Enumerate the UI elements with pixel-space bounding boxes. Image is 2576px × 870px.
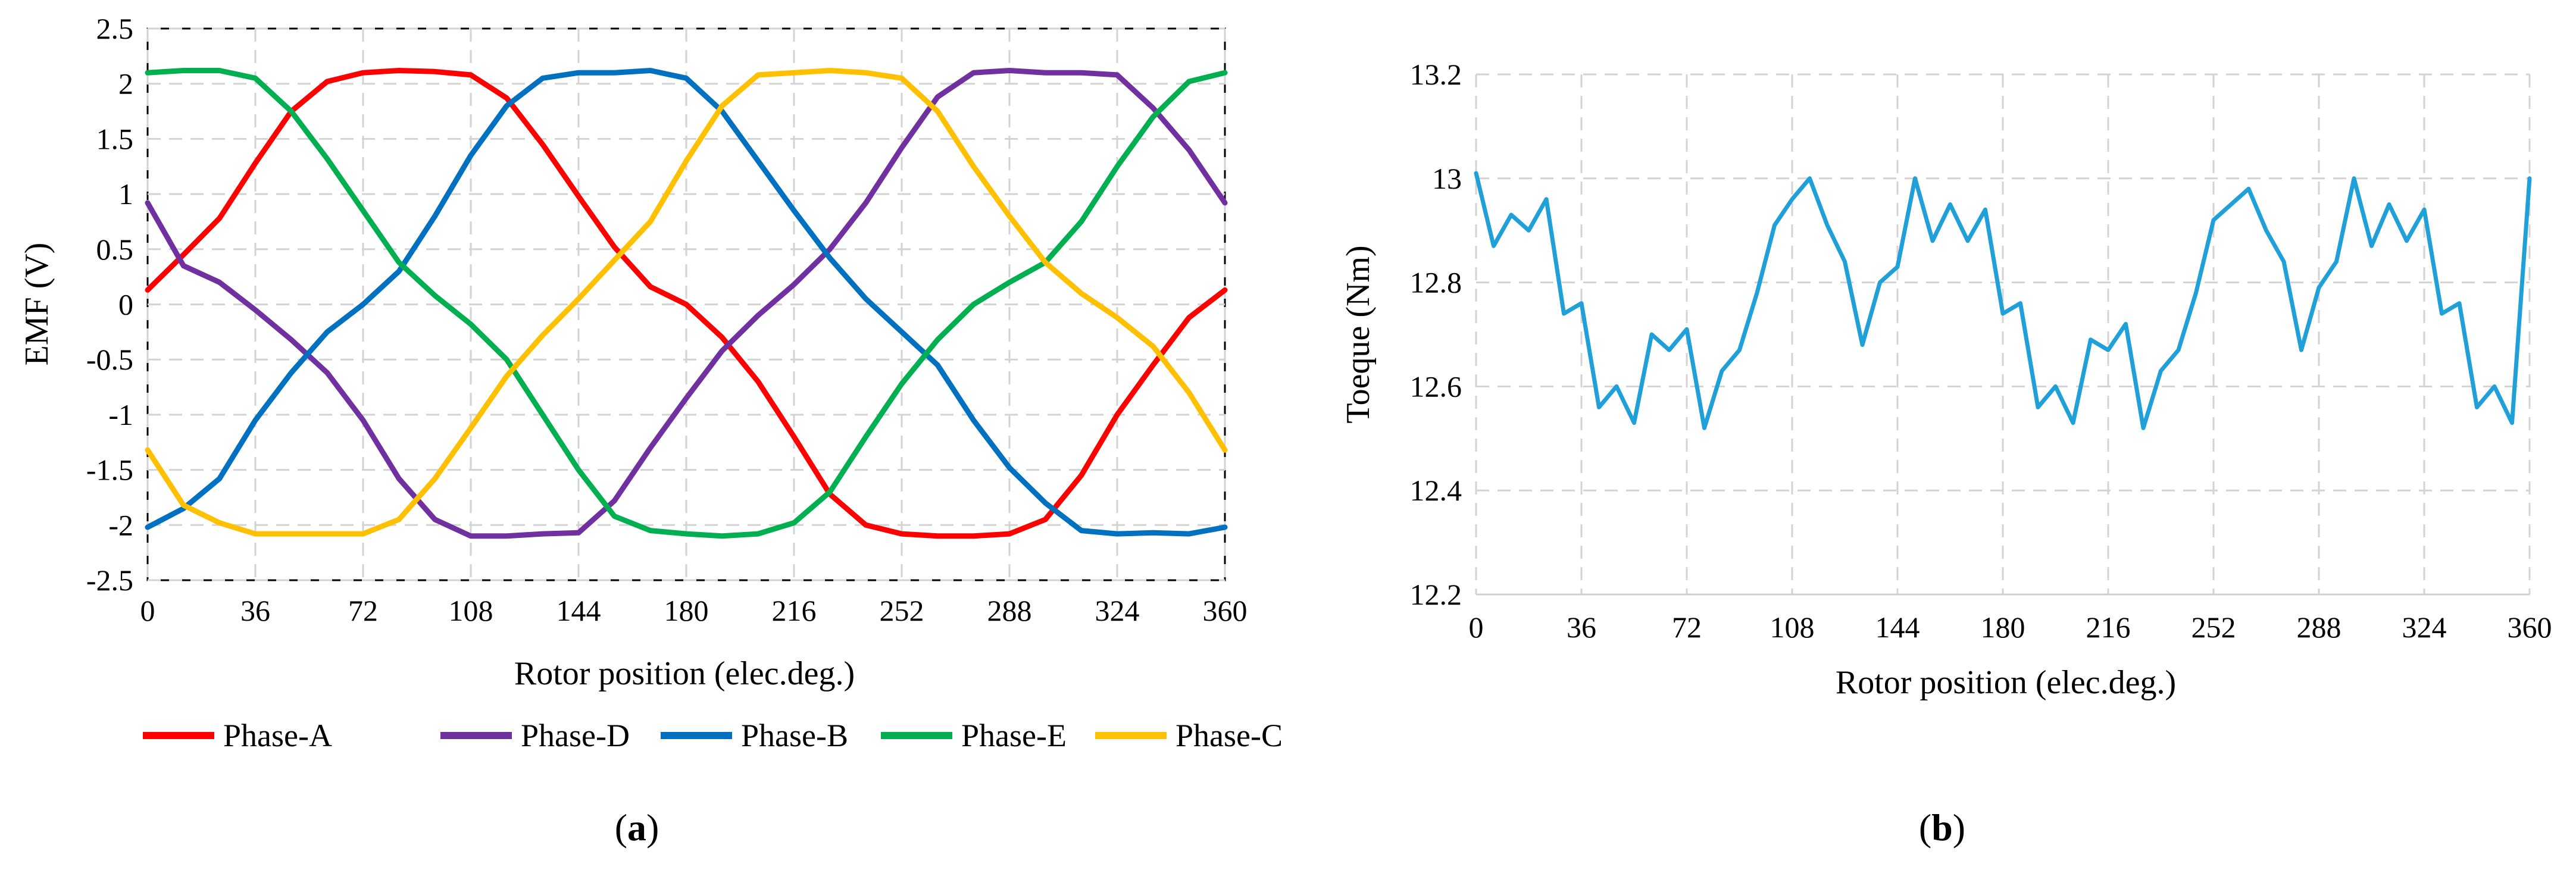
x-tick-label: 288	[987, 594, 1032, 627]
panel-a-y-axis-label: EMF (V)	[18, 243, 55, 366]
panel-b-caption-letter: b	[1931, 806, 1953, 849]
panel-a-caption-letter: a	[627, 806, 646, 849]
y-tick-label: 12.8	[1410, 266, 1462, 299]
y-tick-label: 12.6	[1410, 370, 1462, 403]
panel-a-caption: (a)	[615, 806, 659, 849]
x-tick-label: 216	[2086, 611, 2131, 644]
legend-label: Phase-A	[223, 718, 332, 753]
panel-b-x-ticks: 0 36 72 108 144 180 216 252 288 324 360	[1469, 611, 2552, 644]
series-line-phase-d	[145, 68, 1228, 539]
y-tick-label: 13	[1432, 162, 1462, 195]
series-line-phase-a	[145, 68, 1228, 539]
y-tick-label: -2	[108, 508, 133, 542]
x-tick-label: 72	[348, 594, 378, 627]
legend-label: Phase-D	[521, 718, 630, 753]
panel-a-x-axis-label: Rotor position (elec.deg.)	[514, 655, 855, 692]
series-line-phase-c	[145, 68, 1228, 537]
legend-label: Phase-C	[1176, 718, 1283, 753]
y-tick-label: -2.5	[86, 564, 133, 597]
y-tick-label: 0.5	[96, 233, 134, 266]
panel-b-series	[1474, 171, 2532, 430]
x-tick-label: 36	[1567, 611, 1596, 644]
y-tick-label: -1.5	[86, 453, 133, 487]
x-tick-label: 288	[2297, 611, 2341, 644]
panel-b-y-axis-label: Toeque (Nm)	[1340, 245, 1377, 423]
panel-b-torque-chart: 12.2 12.4 12.6 12.8 13 13.2 0 36 72 108 144 180 216…	[1340, 58, 2552, 849]
panel-b-caption: (b)	[1919, 806, 1965, 849]
legend-item-phase-c: Phase-C	[1095, 718, 1283, 753]
x-tick-label: 360	[1203, 594, 1248, 627]
series-line-phase-b	[145, 68, 1228, 537]
x-tick-label: 36	[240, 594, 270, 627]
panel-b-plot-area	[1470, 74, 2541, 594]
x-tick-label: 252	[2192, 611, 2236, 644]
legend-item-phase-a: Phase-A	[143, 718, 332, 753]
y-tick-label: -1	[108, 398, 133, 431]
x-tick-label: 72	[1672, 611, 1702, 644]
x-tick-label: 360	[2508, 611, 2552, 644]
x-tick-label: 216	[772, 594, 817, 627]
legend-item-phase-b: Phase-B	[661, 718, 848, 753]
y-tick-label: 12.2	[1410, 578, 1462, 611]
y-tick-label: 12.4	[1410, 474, 1462, 507]
panel-a-series	[145, 68, 1228, 539]
x-tick-label: 144	[557, 594, 601, 627]
x-tick-label: 0	[1469, 611, 1484, 644]
y-tick-label: -0.5	[86, 343, 133, 376]
panel-a-emf-chart: -2.5 -2 -1.5 -1 -0.5 0 0.5 1 1.5 2 2.5 0 36 72 108 144…	[18, 12, 1283, 849]
y-tick-label: 0	[118, 288, 133, 321]
x-tick-label: 324	[2402, 611, 2447, 644]
x-tick-label: 0	[140, 594, 155, 627]
x-tick-label: 252	[880, 594, 924, 627]
x-tick-label: 144	[1875, 611, 1920, 644]
x-tick-label: 180	[1981, 611, 2025, 644]
legend-item-phase-e: Phase-E	[881, 718, 1067, 753]
panel-b-grid	[1475, 73, 2531, 596]
panel-a-x-ticks: 0 36 72 108 144 180 216 252 288 324 360	[140, 594, 1248, 627]
x-tick-label: 108	[449, 594, 493, 627]
panel-b-x-axis-label: Rotor position (elec.deg.)	[1836, 664, 2176, 701]
panel-a-legend: Phase-A Phase-D Phase-B Phase-E Phase-C	[143, 718, 1283, 753]
y-tick-label: 13.2	[1410, 58, 1462, 91]
legend-label: Phase-B	[741, 718, 848, 753]
y-tick-label: 1	[118, 177, 133, 211]
y-tick-label: 1.5	[96, 122, 134, 155]
series-line-torque	[1474, 171, 2532, 430]
x-tick-label: 180	[664, 594, 709, 627]
x-tick-label: 324	[1095, 594, 1140, 627]
y-tick-label: 2.5	[96, 12, 134, 45]
x-tick-label: 108	[1770, 611, 1815, 644]
y-tick-label: 2	[118, 67, 133, 101]
panel-b-y-ticks: 12.2 12.4 12.6 12.8 13 13.2	[1410, 58, 1462, 611]
legend-item-phase-d: Phase-D	[440, 718, 630, 753]
legend-label: Phase-E	[961, 718, 1067, 753]
panel-a-y-ticks: -2.5 -2 -1.5 -1 -0.5 0 0.5 1 1.5 2 2.5	[86, 12, 133, 597]
